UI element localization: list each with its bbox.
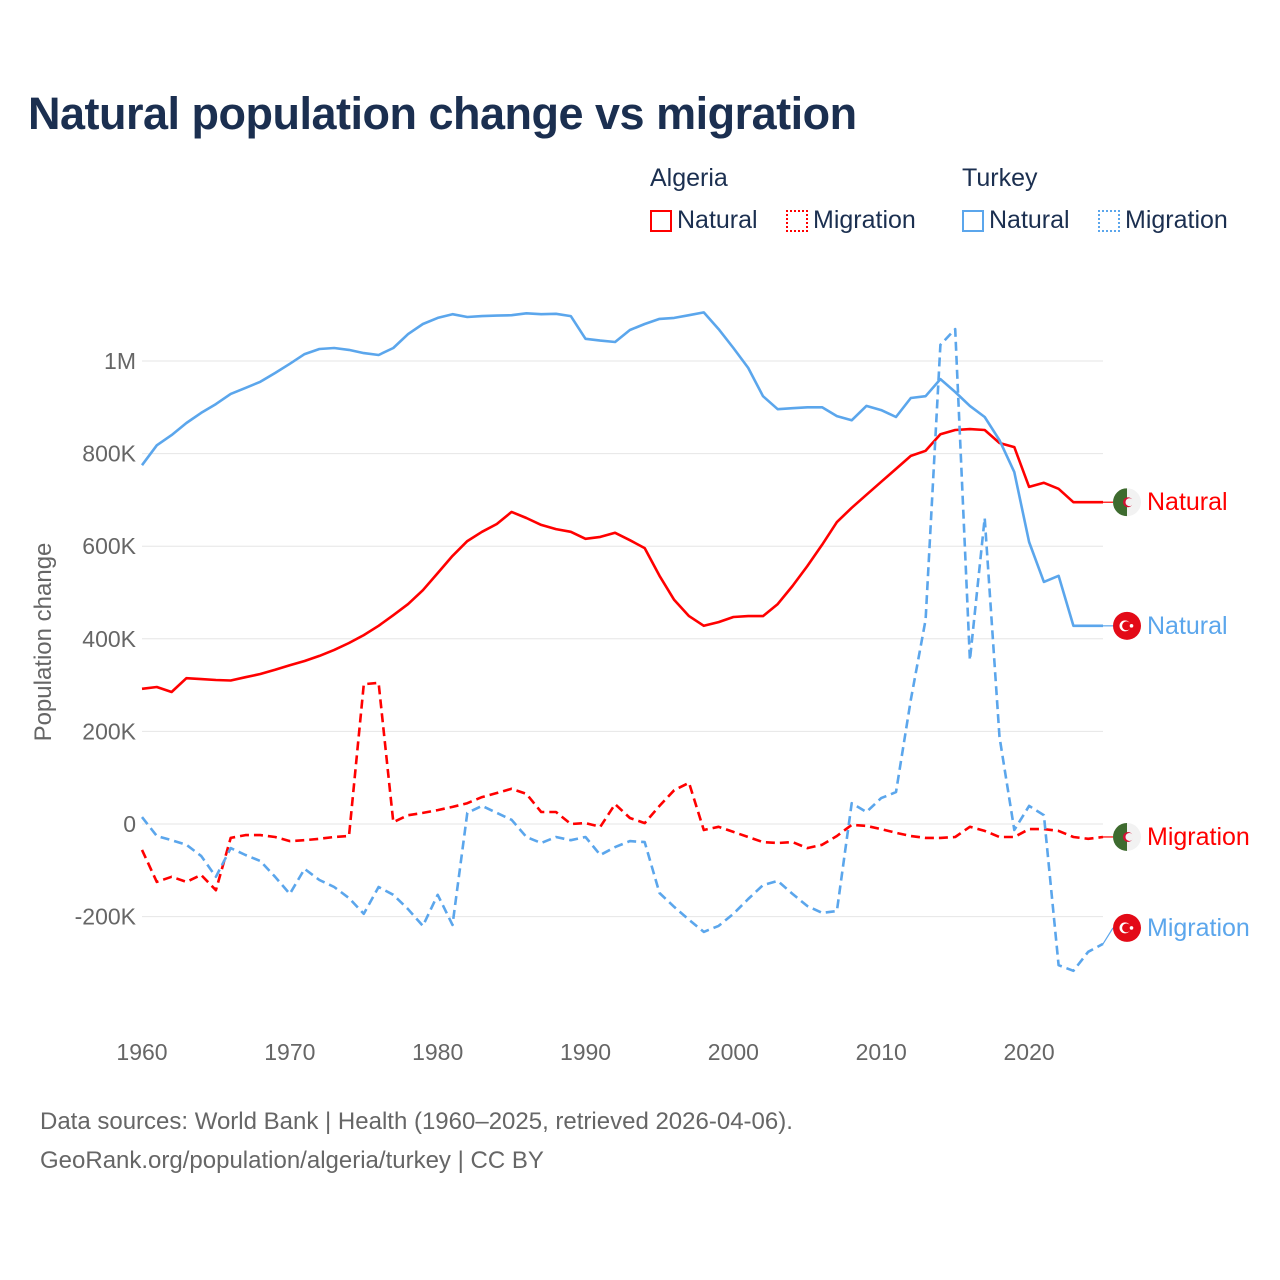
footer-sources: Data sources: World Bank | Health (1960–… — [40, 1108, 793, 1135]
turkey-flag-icon — [1113, 611, 1141, 640]
y-tick-label: 200K — [82, 718, 136, 744]
series-line-turkey-natural[interactable] — [140, 311, 1103, 628]
series-line-algeria-natural[interactable] — [141, 427, 1103, 694]
y-tick-label: -200K — [75, 904, 137, 930]
end-label-text: Natural — [1147, 612, 1228, 640]
legend-label: Migration — [1125, 206, 1228, 234]
y-tick-label: 1M — [104, 348, 136, 374]
x-tick-label: 1970 — [264, 1039, 315, 1065]
chart-title: Natural population change vs migration — [28, 88, 857, 139]
legend-label: Natural — [677, 206, 758, 234]
legend-turkey-migration[interactable]: Migration — [1098, 206, 1228, 235]
legend-label: Natural — [989, 206, 1070, 234]
footer-attribution[interactable]: GeoRank.org/population/algeria/turkey | … — [40, 1147, 544, 1174]
y-tick-label: 800K — [82, 441, 136, 467]
legend-algeria-natural[interactable]: Natural — [650, 206, 758, 235]
legend-label: Migration — [813, 206, 916, 234]
x-tick-label: 1980 — [412, 1039, 463, 1065]
legend-swatch-solid — [962, 209, 984, 232]
x-tick-label: 2010 — [856, 1039, 907, 1065]
algeria-flag-icon — [1113, 488, 1141, 517]
end-label-algeria-migration: Migration — [1103, 822, 1250, 851]
algeria-flag-icon — [1113, 822, 1141, 851]
x-tick-label: 1960 — [116, 1039, 167, 1065]
legend-group-algeria: Algeria — [650, 164, 728, 192]
x-tick-label: 2000 — [708, 1039, 759, 1065]
label-connector — [1102, 927, 1114, 945]
legend-group-turkey: Turkey — [962, 164, 1038, 192]
end-label-text: Migration — [1147, 914, 1250, 942]
legend-algeria-migration[interactable]: Migration — [786, 206, 916, 235]
y-axis-label: Population change — [30, 543, 57, 742]
legend-swatch-dotted — [1098, 209, 1120, 232]
end-label-turkey-natural: Natural — [1103, 611, 1228, 640]
y-tick-label: 400K — [82, 626, 136, 652]
x-tick-label: 1990 — [560, 1039, 611, 1065]
series-line-algeria-migration[interactable] — [140, 681, 1104, 892]
y-tick-label: 0 — [123, 811, 136, 837]
turkey-flag-icon — [1113, 913, 1141, 942]
end-label-text: Natural — [1147, 488, 1228, 516]
end-label-text: Migration — [1147, 823, 1250, 851]
x-tick-label: 2020 — [1003, 1039, 1054, 1065]
end-label-turkey-migration: Migration — [1102, 913, 1250, 945]
series-line-turkey-migration[interactable] — [140, 327, 1104, 973]
legend-turkey-natural[interactable]: Natural — [962, 206, 1070, 235]
legend-swatch-dotted — [786, 209, 808, 232]
y-tick-label: 600K — [82, 533, 136, 559]
end-label-algeria-natural: Natural — [1103, 488, 1228, 517]
legend-swatch-solid — [650, 209, 672, 232]
